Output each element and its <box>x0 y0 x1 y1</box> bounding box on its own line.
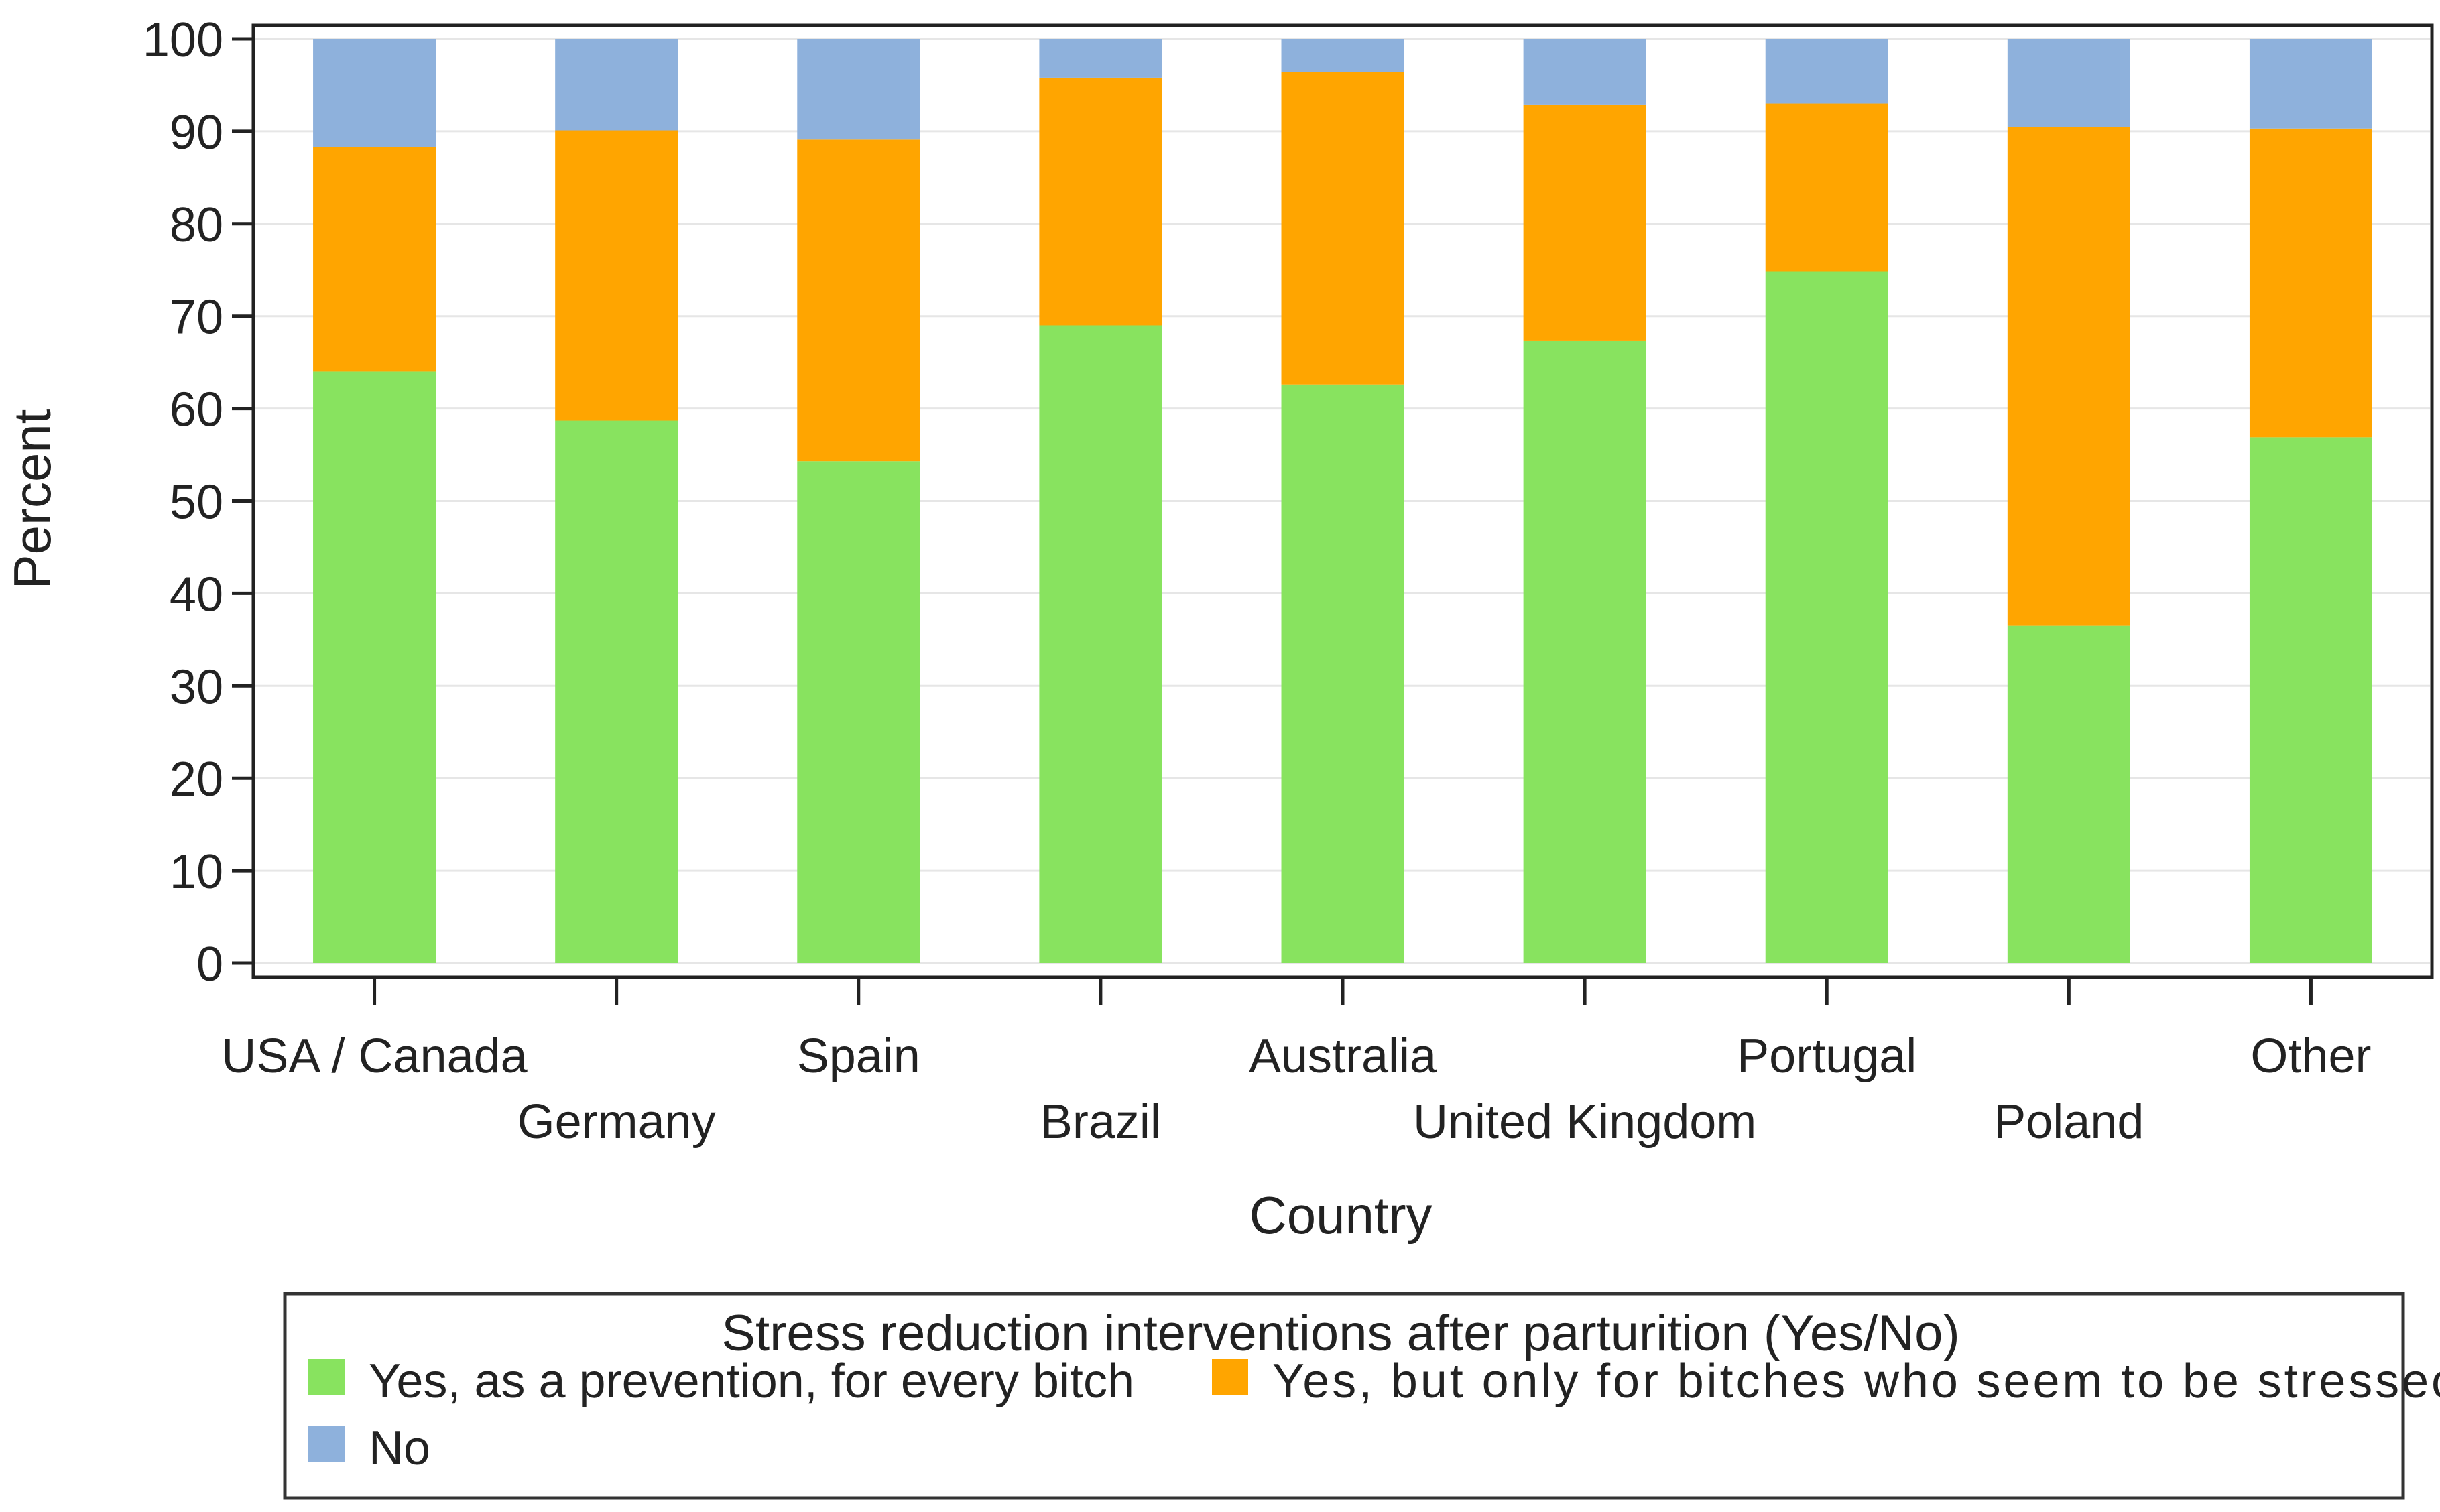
legend-swatch <box>308 1359 345 1395</box>
bar-segment <box>2249 128 2372 438</box>
bar-segment <box>2007 625 2130 963</box>
legend-title: Stress reduction interventions after par… <box>721 1305 1959 1362</box>
y-tick-label: 80 <box>170 198 223 252</box>
y-tick-label: 30 <box>170 660 223 714</box>
bar-segment <box>1765 103 1888 272</box>
y-tick-label: 40 <box>170 568 223 621</box>
x-tick-label: Australia <box>1249 1029 1437 1083</box>
legend: Stress reduction interventions after par… <box>283 1292 2440 1500</box>
bar-segment <box>1039 325 1162 963</box>
y-tick-label: 70 <box>170 291 223 344</box>
bar-segment <box>555 420 678 963</box>
bar-segment <box>797 39 920 140</box>
x-tick-label: United Kingdom <box>1413 1095 1756 1149</box>
y-tick-label: 0 <box>196 938 223 991</box>
bar-segment <box>1523 104 1646 341</box>
bar-segment <box>2007 39 2130 127</box>
bar-segment <box>1281 384 1404 963</box>
bar-segment <box>2007 127 2130 626</box>
y-tick-label: 100 <box>143 13 223 67</box>
x-tick-label: USA / Canada <box>221 1029 528 1083</box>
bar-segment <box>797 139 920 462</box>
x-tick-label: Spain <box>797 1029 920 1083</box>
y-tick-label: 20 <box>170 753 223 806</box>
legend-entry: Yes, as a prevention, for every bitch <box>369 1354 1134 1408</box>
bar-segment <box>2249 437 2372 963</box>
x-tick-label: Brazil <box>1040 1095 1161 1149</box>
x-tick-label: Other <box>2250 1029 2371 1083</box>
x-tick-label: Portugal <box>1737 1029 1916 1083</box>
bar-segment <box>313 147 436 372</box>
bar-segment <box>313 39 436 147</box>
bar-segment <box>1765 39 1888 104</box>
y-tick-label: 10 <box>170 845 223 899</box>
x-axis-title: Country <box>1249 1186 1432 1245</box>
legend-items: Yes, as a prevention, for every bitch Yes… <box>308 1354 2440 1475</box>
bars <box>313 39 2372 964</box>
bar-segment <box>1039 77 1162 326</box>
bar-segment <box>1523 340 1646 964</box>
x-axis: USA / Canada Germany Spain Brazil Australia U… <box>221 977 2371 1149</box>
bar-segment <box>1765 271 1888 963</box>
bar-segment <box>1523 39 1646 105</box>
bar-segment <box>1281 39 1404 72</box>
y-tick-label: 60 <box>170 383 223 437</box>
bar-segment <box>2249 39 2372 129</box>
bar-segment <box>1039 39 1162 78</box>
legend-swatch <box>308 1426 345 1462</box>
bar-segment <box>1281 72 1404 385</box>
y-tick-label: 50 <box>170 476 223 529</box>
legend-swatch <box>1212 1359 1248 1395</box>
bar-segment <box>313 371 436 963</box>
bar-segment <box>555 130 678 421</box>
y-axis: 0 10 20 30 40 50 60 70 80 90 100 <box>143 13 253 991</box>
x-tick-label: Germany <box>517 1095 716 1149</box>
bar-segment <box>797 461 920 963</box>
x-tick-label: Poland <box>1994 1095 2144 1149</box>
legend-frame <box>283 1292 2405 1500</box>
legend-entry: Yes, but only for bitches who seem to be… <box>1272 1354 2440 1408</box>
y-axis-title: Percent <box>3 409 62 589</box>
y-tick-label: 90 <box>170 106 223 160</box>
bar-segment <box>555 39 678 131</box>
legend-entry: No <box>369 1422 430 1475</box>
